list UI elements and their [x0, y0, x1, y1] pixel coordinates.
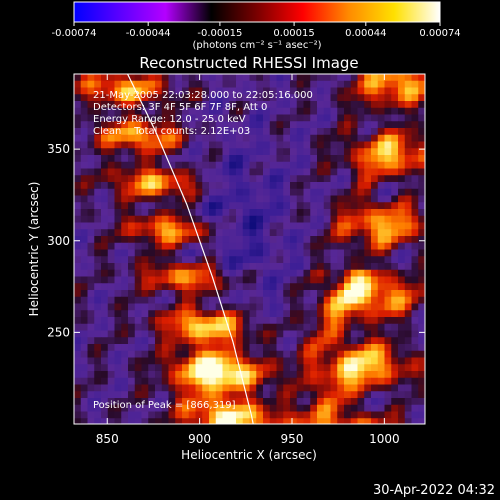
- plot-frame: [73, 73, 426, 425]
- annotation-time: 21-May-2005 22:03:28.000 to 22:05:16.000: [93, 90, 313, 101]
- observation-info: 21-May-2005 22:03:28.000 to 22:05:16.000…: [93, 90, 313, 137]
- colorbar-units: (photons cm⁻² s⁻¹ asec⁻²): [192, 40, 321, 51]
- colorbar-tick-label: 0.00074: [419, 28, 460, 39]
- y-axis-label: Heliocentric Y (arcsec): [27, 182, 41, 317]
- colorbar-tick-label: -0.00074: [52, 28, 97, 39]
- heatmap-image: [74, 74, 425, 424]
- x-tick-label: 1000: [369, 432, 400, 446]
- colorbar-tick-label: 0.00015: [273, 28, 314, 39]
- y-tick-label: 350: [47, 142, 70, 156]
- solar-limb-curve: [127, 74, 254, 424]
- footer-timestamp: 30-Apr-2022 04:32: [373, 483, 495, 498]
- x-tick-label: 900: [188, 432, 211, 446]
- colorbar-ticks: -0.00074 -0.00044 -0.00015 0.00015 0.00044 0.…: [52, 22, 461, 39]
- plot-area: [74, 74, 425, 424]
- y-axis-ticks: 250 300 350: [47, 142, 425, 339]
- colorbar-tick-label: 0.00044: [345, 28, 386, 39]
- colorbar: [73, 1, 441, 23]
- y-tick-label: 250: [47, 325, 70, 339]
- colorbar-tick-label: -0.00044: [126, 28, 171, 39]
- x-axis-ticks: 850 900 950 1000: [96, 74, 400, 446]
- x-tick-label: 850: [96, 432, 119, 446]
- annotation-detectors: Detectors: 3F 4F 5F 6F 7F 8F, Att 0: [93, 102, 267, 113]
- x-axis-label: Heliocentric X (arcsec): [181, 448, 317, 462]
- y-tick-label: 300: [47, 234, 70, 248]
- x-tick-label: 950: [281, 432, 304, 446]
- annotation-energy: Energy Range: 12.0 - 25.0 keV: [93, 114, 246, 125]
- peak-position-label: Position of Peak = [866,319]: [93, 400, 236, 411]
- chart-title: Reconstructed RHESSI Image: [139, 54, 358, 72]
- annotation-counts: Clean Total counts: 2.12E+03: [93, 126, 250, 137]
- colorbar-tick-label: -0.00015: [197, 28, 242, 39]
